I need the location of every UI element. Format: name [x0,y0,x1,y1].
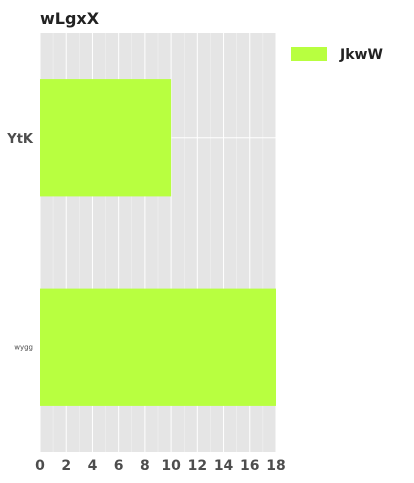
y-category-labels: YtK wygg [6,132,34,352]
bar-wygg [40,288,276,406]
bar-ytk [40,79,172,197]
bars [40,79,276,406]
legend-swatch-jkww [291,47,327,61]
x-tick-label: 16 [240,458,259,474]
x-tick-label: 10 [161,458,181,474]
x-tick-label: 14 [214,458,234,474]
chart-title: wLgxX [40,9,100,28]
y-category-label: YtK [6,132,34,147]
x-tick-label: 6 [114,458,124,474]
legend: JkwW [291,47,383,63]
x-tick-label: 18 [266,458,285,474]
x-tick-label: 8 [140,458,150,474]
legend-label-jkww: JkwW [339,47,383,63]
x-tick-label: 4 [88,458,98,474]
x-tick-label: 12 [188,458,207,474]
x-tick-labels: 0 2 4 6 8 10 12 14 16 18 [35,458,286,474]
x-tick-label: 0 [35,458,45,474]
y-category-label: wygg [14,343,33,351]
x-tick-label: 2 [61,458,71,474]
